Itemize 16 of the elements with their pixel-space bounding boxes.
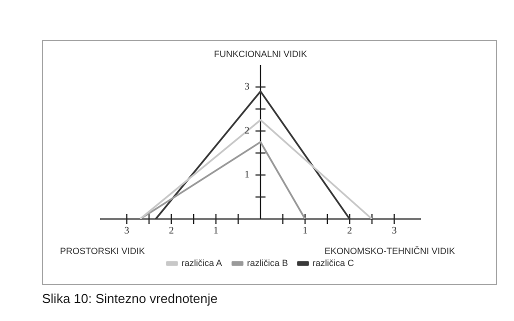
x-tick-label: 1	[213, 226, 218, 237]
y-axis-title: FUNKCIONALNI VIDIK	[214, 48, 308, 59]
y-tick-label: 2	[244, 126, 250, 137]
x-tick-label: 2	[168, 226, 174, 237]
legend-label: različica C	[312, 258, 355, 268]
text: Slika 10: Sintezno vrednotenje	[42, 291, 218, 306]
x-tick-label: 2	[347, 226, 352, 237]
legend-label: različica A	[181, 258, 222, 268]
x-tick-label: 3	[124, 226, 130, 237]
legend-label: različica B	[246, 258, 288, 268]
y-tick-label: 1	[244, 170, 250, 181]
text: PROSTORSKI VIDIK	[60, 246, 145, 256]
x-tick-label: 1	[302, 226, 308, 237]
text: EKONOMSKO-TEHNIČNI VIDIK	[324, 246, 455, 256]
x-tick-label: 3	[392, 226, 397, 237]
y-tick-label: 3	[244, 82, 250, 93]
